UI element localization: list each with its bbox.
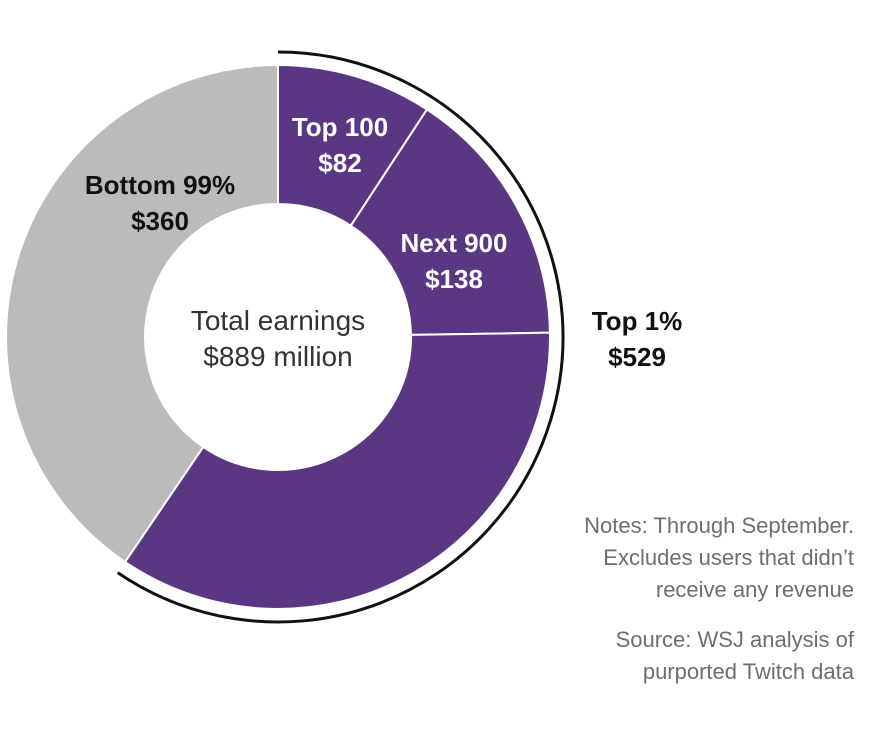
slice-label-bottom-99: Bottom 99% bbox=[85, 170, 235, 200]
group-label-top-1: Top 1% bbox=[592, 306, 683, 336]
center-label-line-2: $889 million bbox=[203, 341, 352, 372]
notes: Notes: Through September. Excludes users… bbox=[584, 510, 854, 606]
source-line: purported Twitch data bbox=[642, 659, 854, 684]
center-label-line-1: Total earnings bbox=[191, 305, 365, 336]
group-value-top-1: $529 bbox=[608, 342, 666, 372]
note-line: Notes: Through September. bbox=[584, 513, 854, 538]
donut-slices bbox=[5, 63, 551, 610]
slice-value-bottom-99: $360 bbox=[131, 206, 189, 236]
slice-rest-of-top-1 bbox=[123, 331, 551, 610]
slice-label-top-100: Top 100 bbox=[292, 112, 388, 142]
slice-bottom-99 bbox=[5, 63, 279, 564]
note-line: Excludes users that didn’t bbox=[603, 545, 854, 570]
slice-value-next-900: $138 bbox=[425, 264, 483, 294]
slice-label-next-900: Next 900 bbox=[401, 228, 508, 258]
slice-value-top-100: $82 bbox=[318, 148, 361, 178]
note-line: receive any revenue bbox=[655, 577, 854, 602]
slice-next-900 bbox=[349, 108, 551, 336]
source-line: Source: WSJ analysis of bbox=[615, 627, 854, 652]
source: Source: WSJ analysis of purported Twitch… bbox=[616, 624, 854, 688]
top-1-percent-bracket-arc bbox=[116, 50, 565, 624]
